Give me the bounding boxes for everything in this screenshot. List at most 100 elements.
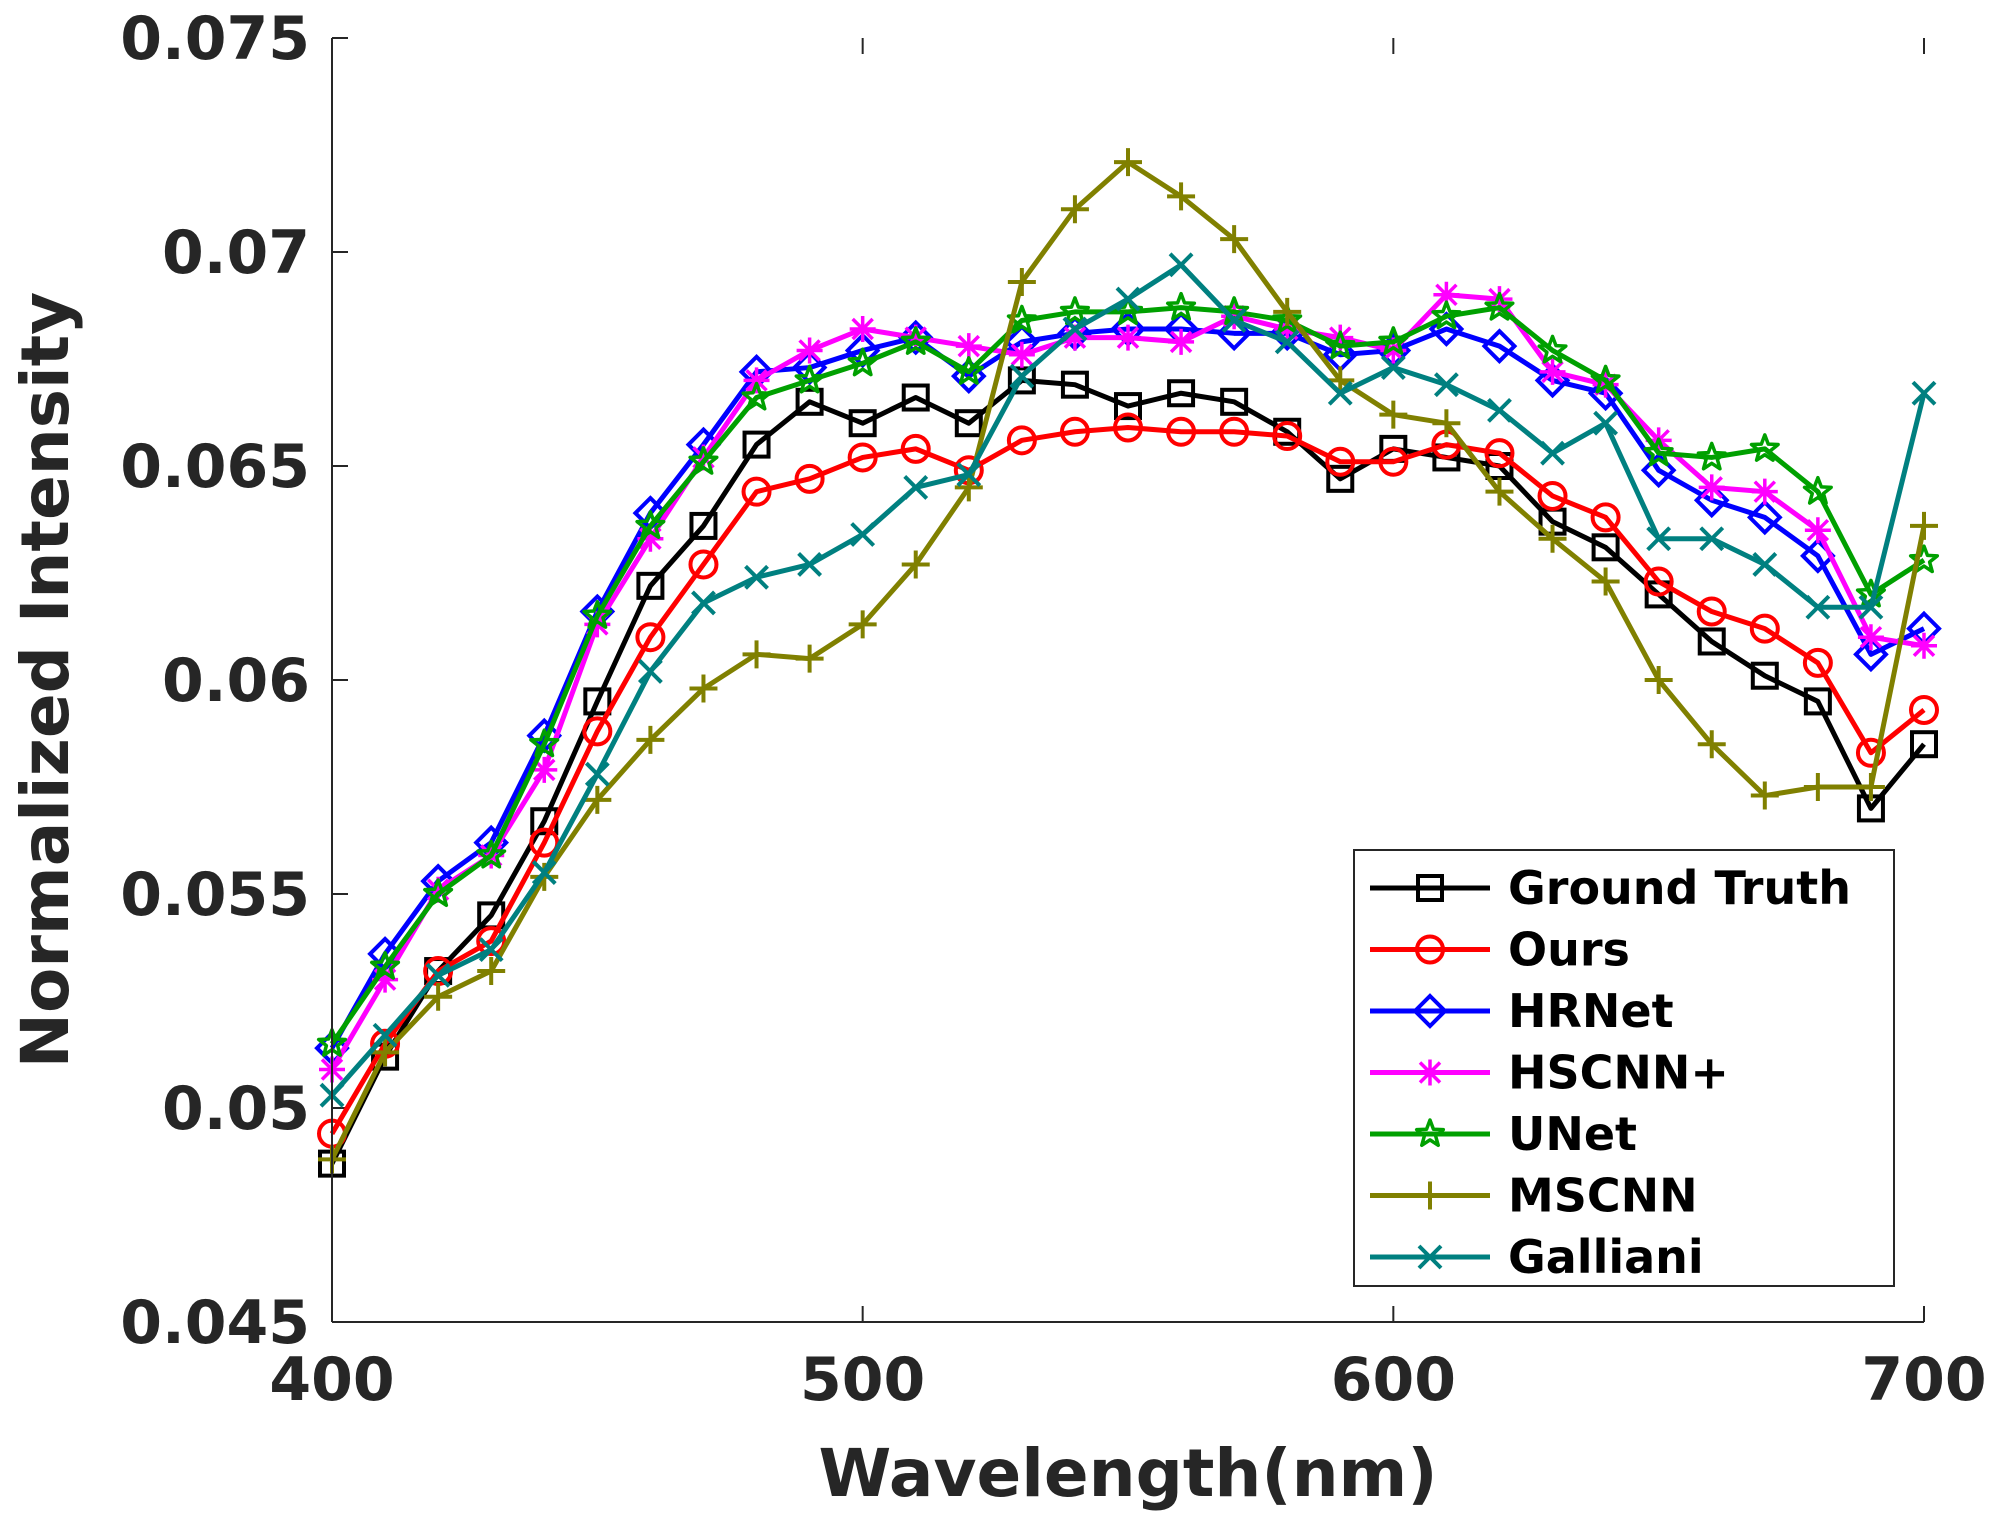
data-point-marker: [582, 716, 613, 747]
data-point-marker: [1749, 433, 1780, 462]
data-point-marker: [371, 1038, 400, 1067]
data-point-marker: [1911, 380, 1937, 406]
data-point-marker: [1417, 1059, 1443, 1086]
data-point-marker: [1432, 409, 1461, 438]
data-point-marker: [1643, 437, 1674, 467]
data-point-marker: [953, 356, 984, 385]
data-point-marker: [743, 367, 770, 394]
data-point-marker: [900, 433, 931, 464]
y-tick-label: 0.05: [162, 1074, 310, 1144]
data-point-marker: [1805, 594, 1831, 620]
legend-item-galliani: Galliani: [1370, 1230, 1704, 1284]
series-unet: [316, 291, 1940, 1057]
data-point-marker: [1587, 375, 1624, 412]
data-point-marker: [1325, 446, 1356, 477]
data-point-marker: [1273, 297, 1302, 326]
data-point-marker: [1009, 363, 1035, 389]
data-point-marker: [1326, 464, 1355, 493]
data-point-marker: [1115, 324, 1141, 351]
x-tick-label: 400: [269, 1345, 394, 1415]
data-point-marker: [1591, 567, 1620, 596]
data-point-marker: [1219, 416, 1250, 447]
data-point-marker: [1325, 330, 1356, 360]
data-point-marker: [1590, 364, 1621, 394]
data-point-marker: [688, 549, 719, 580]
data-point-marker: [1540, 440, 1565, 466]
series-line-ours: [329, 424, 1926, 1135]
data-point-marker: [1061, 324, 1088, 351]
data-point-marker: [1168, 328, 1195, 355]
series-layer: [314, 148, 1942, 1178]
data-point-marker: [425, 876, 452, 903]
data-point-marker: [531, 860, 557, 886]
y-tick-label: 0.07: [162, 218, 310, 288]
data-point-marker: [478, 937, 504, 963]
data-point-marker: [741, 476, 772, 507]
data-point-marker: [1113, 412, 1143, 443]
data-point-marker: [848, 409, 877, 438]
data-point-marker: [1007, 366, 1036, 395]
data-point-marker: [531, 756, 558, 783]
data-point-marker: [1538, 524, 1567, 553]
data-point-marker: [1696, 441, 1727, 471]
data-point-marker: [636, 725, 665, 754]
data-point-marker: [1060, 195, 1089, 224]
legend-label: Galliani: [1508, 1230, 1704, 1284]
data-point-marker: [1646, 526, 1672, 552]
data-point-marker: [583, 785, 612, 814]
data-point-marker: [1484, 438, 1515, 469]
data-point-marker: [848, 610, 877, 639]
data-point-marker: [1272, 304, 1303, 334]
data-point-marker: [1484, 291, 1515, 321]
data-point-marker: [1487, 397, 1512, 423]
data-point-marker: [1485, 477, 1514, 506]
data-point-marker: [1166, 416, 1197, 447]
data-point-marker: [901, 550, 930, 579]
data-point-marker: [902, 324, 929, 351]
data-point-marker: [1803, 687, 1832, 716]
data-point-marker: [1416, 1181, 1444, 1210]
data-point-marker: [1433, 281, 1460, 308]
data-point-marker: [1167, 379, 1196, 408]
data-point-marker: [1802, 475, 1833, 505]
y-tick-label: 0.075: [120, 4, 310, 74]
data-point-marker: [1379, 400, 1408, 429]
data-point-marker: [690, 444, 717, 471]
x-axis-ticks: 400 500 600 700: [269, 38, 1987, 1415]
data-point-marker: [372, 966, 399, 993]
y-tick-label: 0.06: [162, 646, 310, 716]
data-point-marker: [1856, 773, 1885, 801]
data-point-marker: [1481, 328, 1518, 364]
data-point-marker: [529, 728, 560, 758]
data-point-marker: [1486, 286, 1513, 313]
data-point-marker: [1431, 300, 1462, 330]
data-point-marker: [1539, 358, 1566, 385]
data-point-marker: [1911, 632, 1937, 659]
data-point-marker: [1910, 511, 1938, 540]
y-tick-label: 0.045: [120, 1288, 310, 1358]
data-point-marker: [954, 409, 983, 438]
data-point-marker: [847, 442, 878, 473]
data-point-marker: [1062, 316, 1088, 342]
data-point-marker: [1327, 324, 1354, 351]
data-point-marker: [1697, 627, 1726, 656]
series-line-unet: [329, 305, 1926, 1046]
x-tick-label: 700: [1861, 1345, 1986, 1415]
data-point-marker: [955, 333, 982, 360]
data-point-marker: [1696, 596, 1727, 627]
data-point-marker: [1114, 392, 1142, 421]
data-point-marker: [1853, 636, 1889, 673]
data-point-marker: [689, 511, 718, 540]
data-point-marker: [1415, 934, 1445, 965]
legend-label: HSCNN+: [1508, 1046, 1729, 1100]
x-axis-label: Wavelength(nm): [818, 1435, 1437, 1512]
data-point-marker: [688, 445, 719, 475]
data-point-marker: [1059, 296, 1090, 325]
data-point-marker: [1417, 1244, 1443, 1270]
data-point-marker: [1746, 499, 1783, 536]
data-point-marker: [370, 951, 401, 980]
legend-item-hrnet: HRNet: [1370, 984, 1674, 1038]
data-point-marker: [1327, 380, 1353, 406]
x-tick-label: 500: [800, 1345, 925, 1415]
data-point-marker: [1593, 410, 1619, 436]
